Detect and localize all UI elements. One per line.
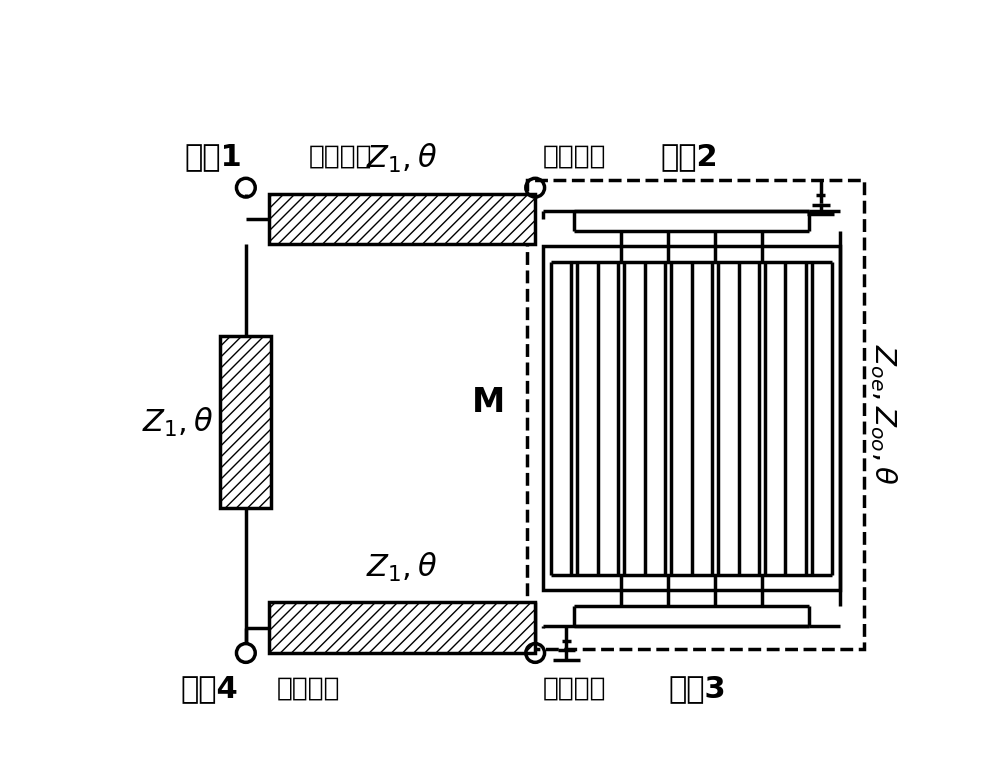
Bar — [269, 194, 535, 244]
Text: $Z_{oe}, Z_{oo}, \theta$: $Z_{oe}, Z_{oo}, \theta$ — [868, 344, 899, 485]
Text: 端口4: 端口4 — [180, 673, 238, 703]
Bar — [269, 602, 535, 653]
Text: （耦合）: （耦合） — [277, 675, 341, 701]
Text: M: M — [472, 386, 505, 419]
Bar — [220, 336, 271, 508]
Text: （隔离）: （隔离） — [543, 675, 607, 701]
Text: （直通）: （直通） — [543, 143, 607, 170]
Text: $Z_1,\theta$: $Z_1,\theta$ — [366, 142, 438, 175]
Text: （输入）: （输入） — [308, 143, 372, 170]
Text: $Z_1,\theta$: $Z_1,\theta$ — [142, 406, 213, 439]
Bar — [527, 180, 864, 649]
Text: 端口2: 端口2 — [660, 142, 718, 171]
Text: 端口1: 端口1 — [184, 142, 242, 171]
Text: $Z_1,\theta$: $Z_1,\theta$ — [366, 551, 438, 583]
Bar — [543, 246, 840, 590]
Text: 端口3: 端口3 — [668, 673, 726, 703]
